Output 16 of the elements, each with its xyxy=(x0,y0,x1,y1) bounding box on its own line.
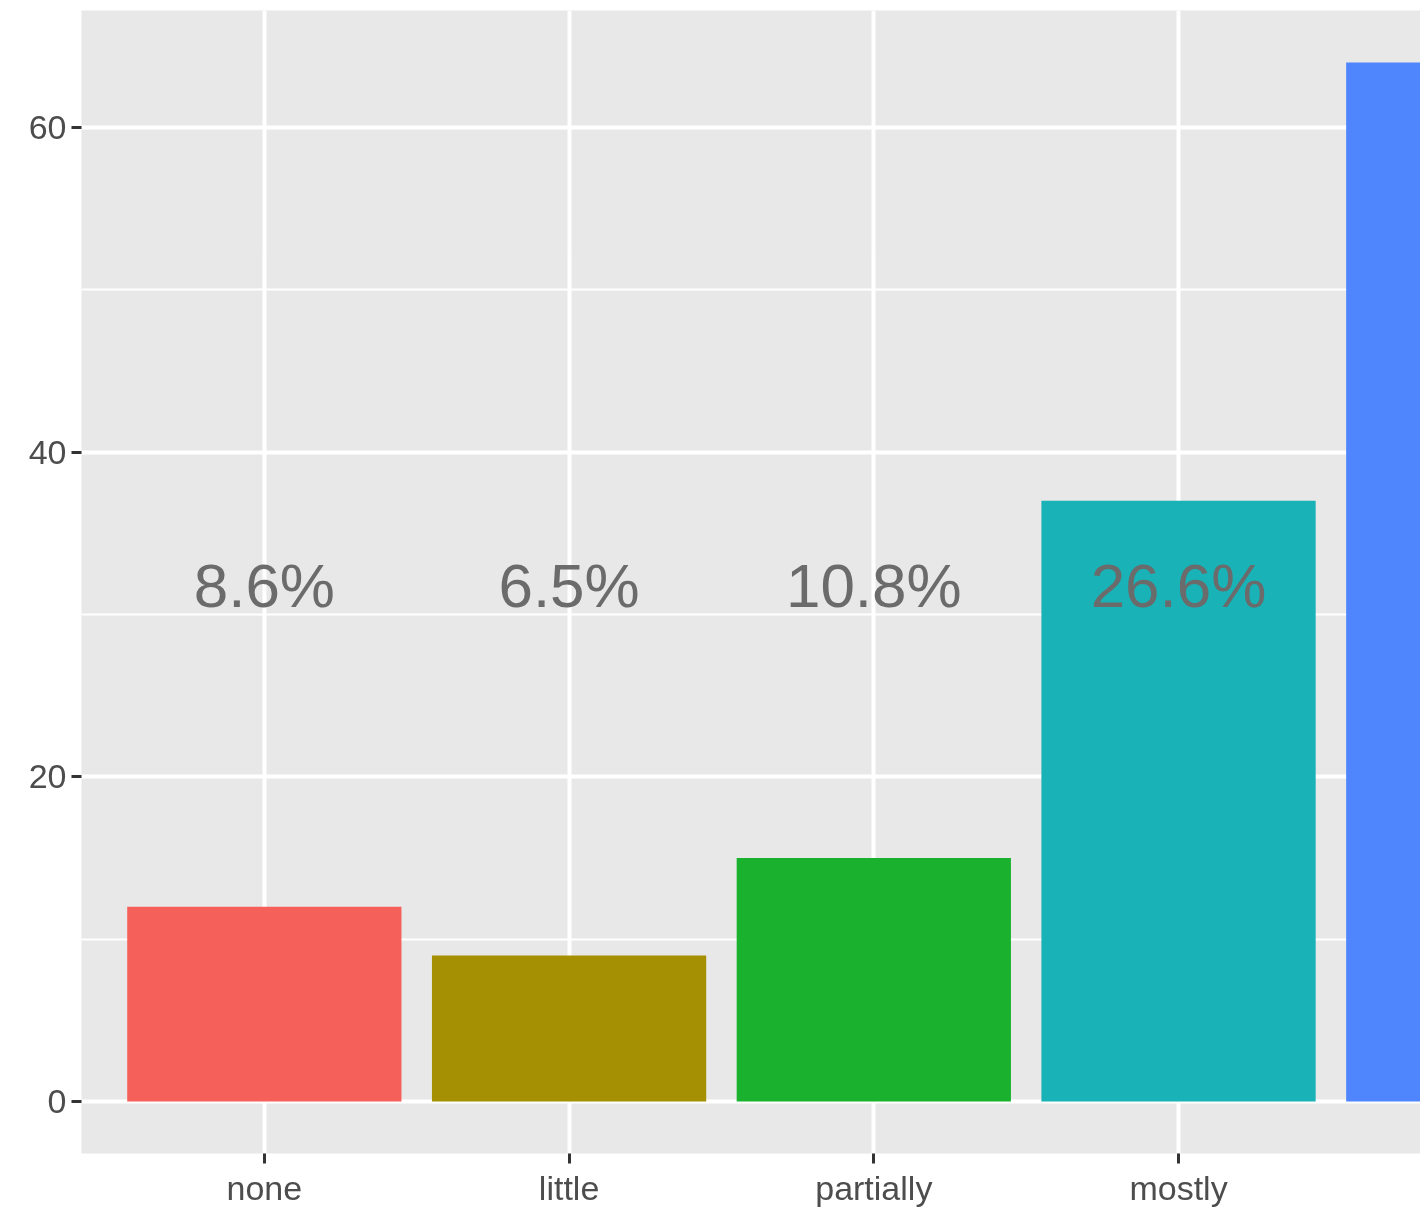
x-tick-label: partially xyxy=(815,1168,933,1207)
y-tick-label: 40 xyxy=(28,432,67,471)
y-tick-label: 0 xyxy=(47,1082,67,1121)
annotation: 26.6% xyxy=(1090,550,1267,620)
x-tick-label: none xyxy=(226,1168,303,1207)
y-tick-label: 20 xyxy=(28,757,67,796)
y-tick-label: 60 xyxy=(28,107,67,146)
bar xyxy=(431,955,707,1102)
annotation: 8.6% xyxy=(193,550,336,620)
bar xyxy=(127,906,402,1102)
x-tick-label: mostly xyxy=(1129,1168,1228,1207)
x-tick-label: little xyxy=(538,1168,600,1207)
bar xyxy=(736,858,1011,1102)
annotation: 10.8% xyxy=(785,550,962,620)
annotation: 6.5% xyxy=(498,550,640,620)
bar xyxy=(1041,500,1316,1102)
